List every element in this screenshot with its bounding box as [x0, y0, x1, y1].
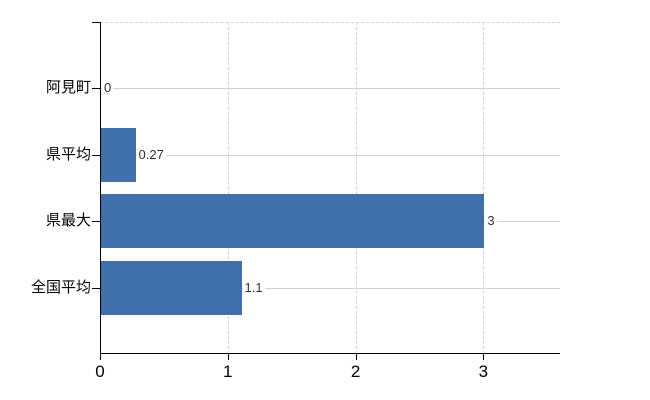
x-axis-tick-0 — [100, 354, 101, 360]
y-axis-tick-row-2 — [92, 221, 100, 223]
category-label-row-0: 阿見町 — [45, 79, 91, 97]
chart-bar-row-3 — [101, 260, 242, 315]
data-label-row-2: 3 — [485, 213, 497, 230]
data-label-row-3: 1.1 — [242, 279, 265, 296]
h-gridline-row-0 — [100, 88, 560, 90]
y-axis-tick-row-0 — [92, 88, 100, 90]
category-label-row-3: 全国平均 — [30, 278, 91, 296]
plot-top-border — [100, 22, 560, 23]
h-gridline-row-1 — [100, 154, 560, 156]
category-label-row-2: 県最大 — [45, 212, 91, 230]
x-axis-tick-2 — [355, 354, 357, 360]
v-gridline-1 — [227, 22, 229, 354]
y-axis-tick-row-1 — [92, 154, 100, 156]
x-tick-label-3: 3 — [478, 362, 489, 381]
chart-bar-row-1 — [101, 127, 136, 182]
data-label-row-1: 0.27 — [136, 146, 166, 163]
x-tick-label-2: 2 — [350, 362, 361, 381]
v-gridline-3 — [483, 22, 485, 354]
category-label-row-1: 県平均 — [45, 145, 91, 163]
x-axis-tick-1 — [227, 354, 229, 360]
x-axis-line — [100, 353, 560, 354]
chart-bar-row-2 — [101, 194, 485, 249]
x-tick-label-0: 0 — [95, 362, 105, 381]
h-gridline-row-3 — [100, 287, 560, 289]
x-tick-label-1: 1 — [223, 362, 233, 381]
v-gridline-2 — [355, 22, 357, 354]
data-label-row-0: 0 — [102, 80, 114, 97]
plot-area: 阿見町 0 県平均 0.27 県最大 3 全国平均 1.1 0 1 2 3 — [31, 22, 560, 381]
y-axis-tick-row-3 — [92, 287, 100, 289]
y-axis-top-tick — [92, 22, 100, 23]
x-axis-tick-3 — [483, 354, 485, 360]
y-axis-line — [100, 22, 101, 354]
